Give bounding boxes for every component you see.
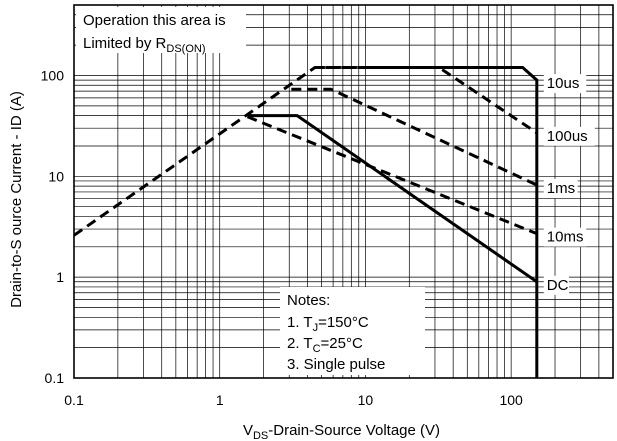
tick-labels: 0.1 1 10 100 0.1 1 10 100: [41, 67, 523, 408]
series-label-bg: [543, 179, 578, 199]
y-tick-label: 1: [56, 269, 64, 285]
y-tick-label: 100: [41, 67, 65, 83]
note-1: 1. TJ=150°C: [287, 314, 369, 334]
x-tick-label: 1: [216, 392, 224, 408]
series-group: [73, 66, 539, 378]
series-label-DC: DC: [547, 277, 569, 294]
y-axis-label: Drain-to-S ource Current - ID (A): [8, 91, 25, 308]
series-label-bg: [543, 275, 570, 295]
x-axis-label: VDS-Drain-Source Voltage (V): [243, 422, 440, 441]
notes-title: Notes:: [287, 292, 330, 309]
series-line-DC: [247, 114, 538, 284]
x-tick-label: 0.1: [64, 392, 84, 408]
x-tick-label: 100: [499, 392, 523, 408]
series-labels: 10us 100us 1ms 10ms DC: [543, 74, 595, 295]
series-line-10us: [368, 66, 539, 378]
plot-frame: [73, 4, 614, 379]
notes-box: Notes: 1. TJ=150°C 2. TC=25°C 3. Single …: [280, 287, 425, 375]
series-label-1ms: 1ms: [547, 180, 575, 197]
y-tick-label: 10: [48, 168, 64, 184]
note-3: 3. Single pulse: [287, 356, 385, 373]
y-tick-label: 0.1: [45, 370, 65, 386]
series-label-bg: [543, 74, 587, 94]
series-label-bg: [543, 126, 595, 146]
series-label-100us: 100us: [547, 128, 588, 145]
series-line-1ms: [291, 87, 538, 187]
series-label-10us: 10us: [547, 75, 580, 92]
series-label-bg: [543, 227, 587, 247]
series-label-10ms: 10ms: [547, 229, 584, 246]
x-tick-label: 10: [358, 392, 374, 408]
note-2: 2. TC=25°C: [287, 335, 363, 355]
annotation-line-1: Operation this area is: [83, 12, 226, 29]
series-line-100us: [314, 66, 538, 135]
annotation-box: Operation this area is Limited by RDS(ON…: [76, 7, 246, 55]
annotation-line-2: Limited by RDS(ON): [83, 35, 205, 55]
series-line-10ms: [246, 115, 538, 236]
